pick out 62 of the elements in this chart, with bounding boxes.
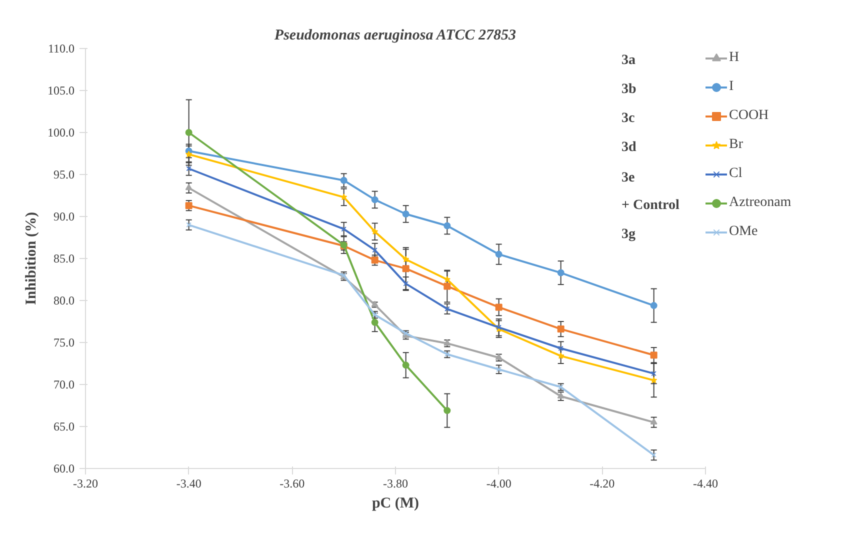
point bbox=[185, 202, 192, 210]
y-tick-label: 95.0 bbox=[54, 168, 74, 182]
point bbox=[402, 210, 410, 218]
point bbox=[444, 276, 451, 282]
y-tick-label: 110.0 bbox=[48, 42, 75, 56]
annotation: + Control bbox=[622, 198, 680, 213]
point bbox=[444, 222, 451, 230]
legend-label: I bbox=[729, 78, 735, 96]
point bbox=[371, 196, 378, 204]
y-axis-title: Inhibition (%) bbox=[24, 212, 40, 305]
annotation: 3g bbox=[622, 227, 636, 242]
y-tick-label: 105.0 bbox=[48, 84, 74, 98]
y-tick-label: 70.0 bbox=[54, 378, 74, 392]
point bbox=[402, 256, 410, 262]
x-tick-label: -3.40 bbox=[176, 476, 202, 490]
annotation: 3c bbox=[622, 111, 635, 126]
annotation: 3e bbox=[622, 170, 635, 186]
point bbox=[495, 250, 502, 258]
point bbox=[402, 362, 410, 369]
point bbox=[495, 304, 502, 311]
legend-label: OMe bbox=[729, 223, 758, 241]
y-tick-label: 75.0 bbox=[54, 336, 74, 350]
x-tick-label: -3.60 bbox=[280, 476, 305, 490]
legend-label: H bbox=[729, 49, 740, 67]
point bbox=[185, 184, 192, 190]
x-tick-label: -3.20 bbox=[73, 476, 98, 490]
point bbox=[341, 226, 346, 232]
x-tick-label: -4.20 bbox=[590, 476, 615, 490]
y-tick-label: 85.0 bbox=[54, 252, 74, 266]
point bbox=[372, 247, 378, 253]
point bbox=[557, 392, 564, 398]
point bbox=[402, 265, 410, 272]
y-tick-label: 100.0 bbox=[48, 126, 74, 140]
point bbox=[557, 326, 564, 333]
x-tick-label: -4.40 bbox=[693, 476, 718, 490]
point bbox=[650, 302, 658, 310]
annotation: 3a bbox=[622, 53, 636, 68]
point bbox=[444, 407, 451, 414]
point bbox=[340, 176, 348, 184]
legend-label: Br bbox=[729, 136, 744, 154]
x-axis-title: pC (M) bbox=[372, 496, 420, 512]
chart-title: Pseudomonas aeruginosa ATCC 27853 bbox=[274, 28, 517, 44]
point bbox=[557, 269, 564, 276]
y-tick-label: 65.0 bbox=[54, 420, 74, 434]
legend-label: Aztreonam bbox=[729, 194, 792, 212]
annotation: 3d bbox=[622, 140, 636, 155]
y-tick-label: 60.0 bbox=[54, 462, 74, 476]
legend-label: COOH bbox=[729, 107, 769, 125]
point bbox=[185, 129, 192, 136]
x-tick-label: -3.80 bbox=[383, 476, 408, 490]
point bbox=[444, 282, 451, 290]
annotation: 3b bbox=[622, 82, 636, 97]
point bbox=[496, 366, 502, 372]
point bbox=[650, 352, 658, 359]
point bbox=[371, 228, 378, 235]
point bbox=[650, 418, 658, 425]
y-tick-label: 90.0 bbox=[54, 210, 74, 224]
x-tick-label: -4.00 bbox=[486, 476, 512, 490]
point bbox=[403, 281, 408, 286]
point bbox=[444, 306, 450, 312]
legend-label: Cl bbox=[729, 165, 744, 183]
y-tick-label: 80.0 bbox=[54, 294, 74, 308]
